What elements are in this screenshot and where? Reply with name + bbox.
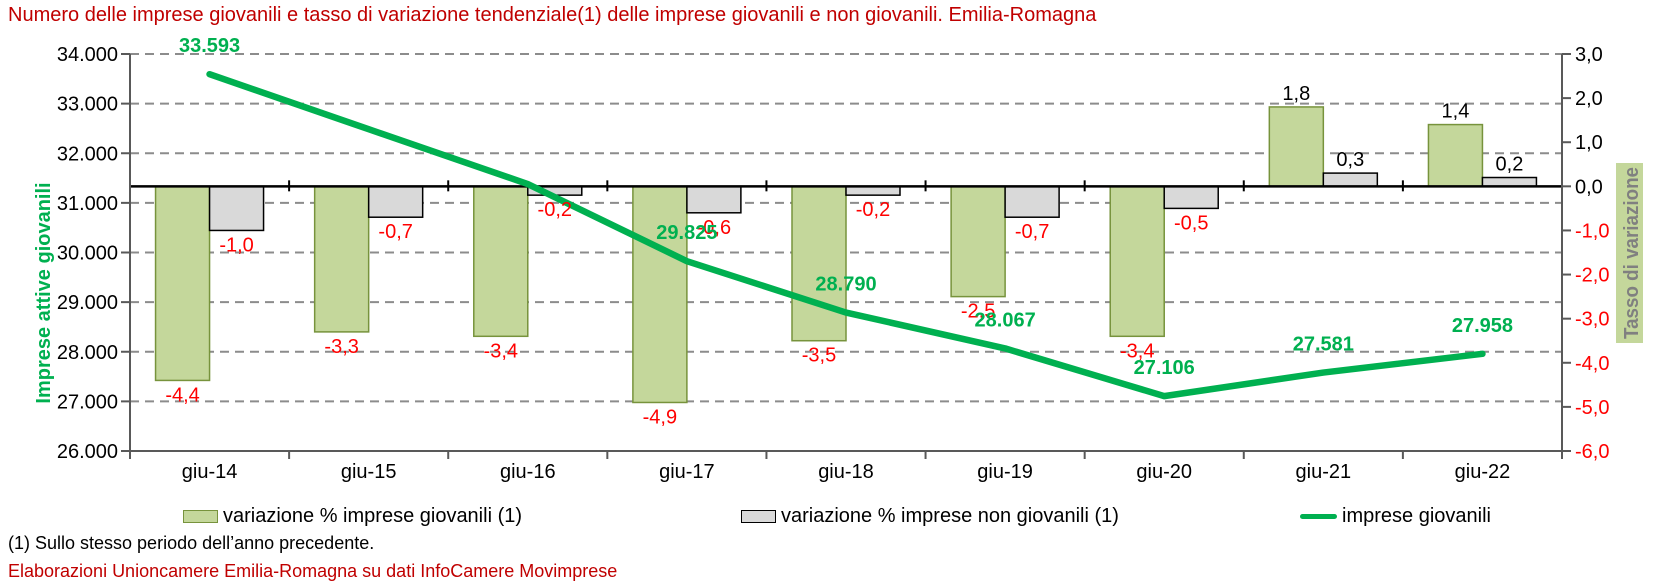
legend-swatch-bar-non-giovanili <box>741 509 776 523</box>
right-axis-tick-label: -2,0 <box>1575 265 1609 287</box>
chart-title: Numero delle imprese giovanili e tasso d… <box>8 4 1097 26</box>
bar-giovanili-giu-22 <box>1427 123 1484 188</box>
line-data-label: 27.106 <box>1134 357 1195 379</box>
right-axis-tick-label: 0,0 <box>1575 176 1603 198</box>
right-axis-title-bg <box>1616 163 1643 343</box>
bar-data-label: -3,5 <box>802 345 836 367</box>
right-axis-title-group: Tasso di variazione <box>1621 167 1643 339</box>
bar-non-giovanili-giu-22 <box>1481 176 1538 188</box>
bar-giovanili-giu-15 <box>313 185 370 333</box>
bar-data-label: -1,0 <box>219 234 253 256</box>
right-axis-tick-label: -4,0 <box>1575 353 1609 375</box>
bar-data-label: -0,6 <box>697 217 731 239</box>
legend-item-imprese-giovanili: imprese giovanili <box>1300 502 1491 530</box>
right-axis-tick-label: -6,0 <box>1575 441 1609 463</box>
legend-swatch-bar-giovanili <box>183 509 218 523</box>
bar-data-label: 1,4 <box>1442 101 1470 123</box>
line-data-label: 28.790 <box>815 274 876 296</box>
left-axis-tick-label: 26.000 <box>57 441 118 463</box>
bar-giovanili-giu-14 <box>154 185 211 382</box>
left-axis-tick-label: 27.000 <box>57 391 118 413</box>
left-axis-title-group: Imprese attive giovanili <box>33 182 55 403</box>
bar-non-giovanili-giu-19 <box>1004 185 1060 218</box>
bar-data-label: -0,2 <box>538 199 572 221</box>
bar-non-giovanili-giu-20 <box>1163 185 1219 210</box>
bar-giovanili-giu-18 <box>791 185 847 342</box>
bar-non-giovanili-giu-21 <box>1322 172 1379 188</box>
left-axis-tick-label: 29.000 <box>57 292 118 314</box>
legend-item-variazione-giovanili: variazione % imprese giovanili (1) <box>183 502 522 530</box>
bar-data-label: -0,7 <box>1015 221 1049 243</box>
left-axis-title: Imprese attive giovanili <box>33 182 55 403</box>
right-axis-tick-label: 1,0 <box>1575 132 1603 154</box>
left-axis-tick-label: 32.000 <box>57 143 118 165</box>
left-axis-tick-label: 33.000 <box>57 94 118 116</box>
bar-non-giovanili-giu-17 <box>686 185 742 214</box>
bar-non-giovanili-giu-14 <box>208 185 265 232</box>
bar-giovanili-giu-16 <box>473 185 529 338</box>
legend-swatch-line-imprese-giovanili <box>1300 513 1337 519</box>
right-axis-title: Tasso di variazione <box>1621 167 1643 339</box>
bar-data-label: -0,7 <box>378 221 412 243</box>
x-axis-label: giu-17 <box>659 461 715 483</box>
bar-giovanili-giu-20 <box>1109 185 1165 338</box>
x-axis-label: giu-14 <box>182 461 238 483</box>
right-axis-tick-label: 3,0 <box>1575 44 1603 66</box>
line-data-label: 33.593 <box>179 35 240 57</box>
combo-chart-plot: 34.000 33.000 32.000 31.000 30.000 29.000 28.0… <box>33 35 1643 483</box>
bar-data-label: 0,2 <box>1496 154 1524 176</box>
footnote-source: Elaborazioni Unioncamere Emilia-Romagna … <box>8 561 618 581</box>
legend-label-imprese-giovanili: imprese giovanili <box>1342 504 1491 527</box>
left-axis-tick-label: 30.000 <box>57 243 118 265</box>
legend-label-variazione-non-giovanili: variazione % imprese non giovanili (1) <box>781 504 1119 527</box>
line-data-label: 28.067 <box>975 309 1036 331</box>
x-axis-label: giu-16 <box>500 461 556 483</box>
right-axis-tick-label: 2,0 <box>1575 88 1603 110</box>
bar-non-giovanili-giu-18 <box>845 185 901 196</box>
footnote-definition: (1) Sullo stesso periodo dell’anno prece… <box>8 533 375 553</box>
imprese-giovanili-line <box>206 70 1486 400</box>
bar-giovanili-giu-17 <box>632 185 688 404</box>
bar-data-label: -3,3 <box>324 336 358 358</box>
bar-data-label: -0,2 <box>856 199 890 221</box>
right-axis-tick-label: -5,0 <box>1575 397 1609 419</box>
bar-data-label: -3,4 <box>1120 340 1154 362</box>
bar-data-label: 1,8 <box>1282 83 1310 105</box>
legend-label-variazione-giovanili: variazione % imprese giovanili (1) <box>223 504 523 527</box>
x-axis-label: giu-21 <box>1296 461 1352 483</box>
right-axis-tick-label: -3,0 <box>1575 309 1609 331</box>
legend-item-variazione-non-giovanili: variazione % imprese non giovanili (1) <box>741 502 1119 530</box>
left-axis-tick-label: 31.000 <box>57 193 118 215</box>
x-axis-label: giu-19 <box>977 461 1033 483</box>
x-axis-label: giu-20 <box>1136 461 1192 483</box>
bar-data-label: -4,4 <box>165 384 199 406</box>
left-axis-tick-label: 34.000 <box>57 44 118 66</box>
bar-non-giovanili-giu-15 <box>367 185 424 218</box>
line-data-label: 27.958 <box>1452 315 1513 337</box>
line-data-label: 29.825 <box>656 222 717 244</box>
bar-data-label: -2,5 <box>961 301 995 323</box>
bar-giovanili-giu-19 <box>950 185 1006 298</box>
bar-data-label: -4,9 <box>643 406 677 428</box>
bar-data-label: -3,4 <box>484 340 518 362</box>
x-axis-label: giu-22 <box>1455 461 1511 483</box>
x-axis-label: giu-18 <box>818 461 874 483</box>
x-axis-label: giu-15 <box>341 461 397 483</box>
line-data-label: 27.581 <box>1293 334 1354 356</box>
bar-data-label: -0,5 <box>1174 212 1208 234</box>
left-axis-tick-label: 28.000 <box>57 342 118 364</box>
bar-data-label: 0,3 <box>1336 149 1364 171</box>
right-axis-tick-label: -1,0 <box>1575 220 1609 242</box>
bar-giovanili-giu-21 <box>1268 106 1325 188</box>
